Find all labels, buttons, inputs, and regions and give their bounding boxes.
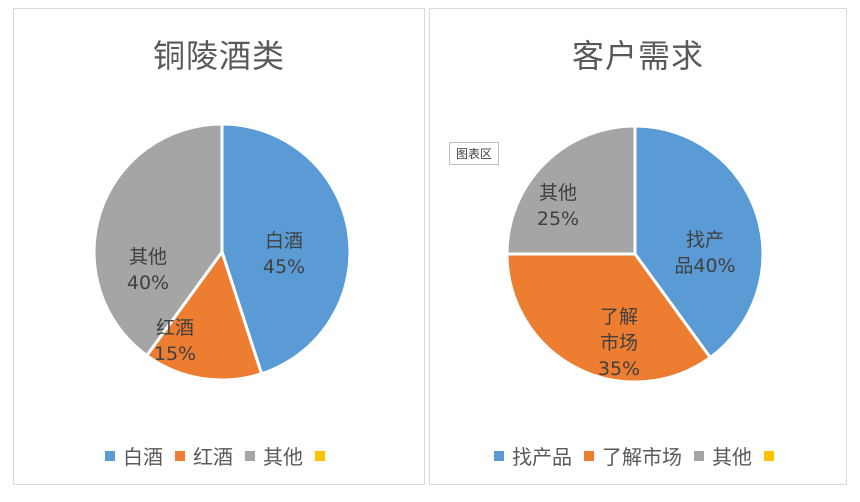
- pie-slice[interactable]: [220, 122, 352, 376]
- pie-slice[interactable]: [144, 248, 264, 382]
- legend-label: 其他: [263, 445, 303, 469]
- legend-item[interactable]: 白酒: [105, 441, 163, 470]
- pie-slice[interactable]: [505, 252, 713, 384]
- data-label: 其他 40%: [127, 246, 169, 294]
- legend-item[interactable]: [315, 450, 333, 461]
- data-label: 其他 25%: [537, 182, 579, 230]
- legend-swatch: [175, 450, 185, 461]
- legend-swatch: [694, 450, 704, 461]
- data-label: 红酒 15%: [154, 317, 196, 365]
- legend-label: 红酒: [193, 445, 233, 469]
- legend-swatch: [584, 450, 594, 461]
- chart-title: 铜陵酒类: [152, 37, 285, 75]
- legend-label: 了解市场: [602, 445, 682, 469]
- legend-swatch: [245, 450, 255, 461]
- legend-item[interactable]: 其他: [245, 441, 303, 470]
- legend-item[interactable]: 其他: [694, 441, 752, 470]
- pie-slice[interactable]: [633, 124, 765, 360]
- legend-swatch: [315, 450, 325, 461]
- chart-panel-customer-demand[interactable]: 客户需求 图表区 找产品40% 了解市场 35% 其他 25% 找产品 了解市场 其他: [429, 8, 847, 485]
- legend-swatch: [764, 450, 774, 461]
- legend-item[interactable]: [764, 450, 782, 461]
- legend-item[interactable]: 了解市场: [584, 441, 682, 470]
- data-label: 找产品40%: [674, 229, 735, 277]
- legend-item[interactable]: 找产品: [494, 441, 572, 470]
- chart-title: 客户需求: [571, 37, 704, 75]
- data-label: 了解市场 35%: [598, 306, 640, 380]
- pie-chart-svg: 白酒 45% 红酒 15% 其他 40%: [92, 122, 352, 382]
- chart-area-badge: 图表区: [449, 142, 500, 165]
- legend-swatch: [105, 450, 115, 461]
- chart-legend: 白酒 红酒 其他: [14, 441, 424, 470]
- chart-panel-liquor-types[interactable]: 铜陵酒类 白酒 45% 红酒 15% 其他 40% 白酒 红酒 其他: [13, 8, 425, 485]
- data-label: 白酒 45%: [263, 230, 305, 278]
- legend-label: 找产品: [512, 445, 572, 469]
- legend-label: 白酒: [123, 445, 163, 469]
- chart-legend: 找产品 了解市场 其他: [430, 441, 846, 470]
- legend-swatch: [494, 450, 504, 461]
- pie-slice[interactable]: [92, 122, 224, 358]
- pie-slice[interactable]: [505, 124, 637, 256]
- pie-chart-svg: 找产品40% 了解市场 35% 其他 25%: [505, 124, 765, 384]
- legend-item[interactable]: 红酒: [175, 441, 233, 470]
- legend-label: 其他: [712, 445, 752, 469]
